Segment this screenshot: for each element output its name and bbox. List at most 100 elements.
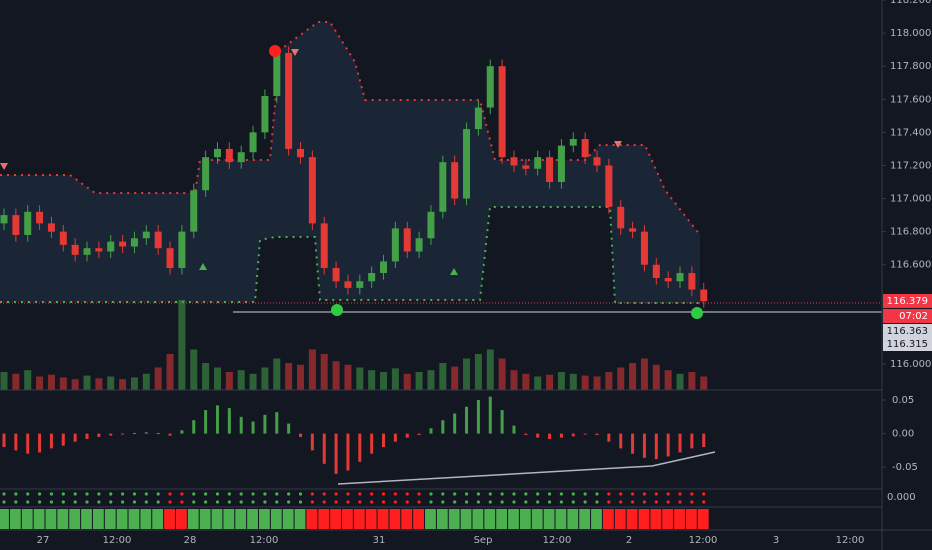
dot [512, 492, 516, 496]
price-label-bg [883, 294, 932, 308]
volume-bar [629, 363, 637, 390]
candle-body [0, 215, 8, 224]
strip-cell [104, 509, 116, 529]
strip-cell [425, 509, 436, 529]
volume-bar [688, 372, 696, 390]
dot [275, 500, 279, 504]
y-tick-label: 117.400 [890, 127, 931, 138]
oscillator-bar [192, 420, 196, 434]
oscillator-bar [405, 433, 409, 438]
dot [275, 492, 279, 496]
volume-bar [368, 370, 376, 390]
oscillator-bar [275, 412, 279, 434]
dot [61, 500, 65, 504]
x-tick-label: 2 [626, 535, 632, 546]
oscillator-bar [2, 433, 6, 448]
dots-axis-label: 0.000 [887, 492, 916, 503]
oscillator-bar [49, 433, 53, 449]
oscillator-bar [429, 428, 433, 434]
candle-body [297, 148, 304, 158]
candle-body [629, 228, 637, 232]
candle-body [593, 157, 601, 166]
dot [49, 500, 54, 504]
volume-bar [320, 354, 328, 390]
oscillator-bar [239, 416, 243, 434]
dot [417, 492, 421, 496]
strip-cell [674, 509, 685, 529]
dot [571, 492, 575, 496]
dot [607, 500, 611, 504]
oscillator-bar [393, 433, 397, 442]
volume-bar [498, 358, 506, 390]
strip-cell [0, 509, 9, 529]
dot [310, 500, 314, 504]
x-tick-label: 27 [37, 535, 50, 546]
dot [500, 500, 504, 504]
dot [417, 500, 421, 504]
oscillator-bar [595, 433, 599, 435]
dot [678, 500, 682, 504]
dot [619, 492, 623, 496]
volume-bar [47, 374, 55, 390]
y-tick-label: -0.05 [892, 462, 918, 473]
y-tick-label: 116.800 [890, 227, 931, 238]
dot [547, 492, 552, 496]
volume-bar [605, 372, 613, 390]
dot [559, 500, 564, 504]
dot [441, 492, 445, 496]
dot [215, 492, 220, 496]
dot [642, 492, 647, 496]
strip-cell [175, 509, 187, 529]
oscillator-bar [559, 433, 563, 438]
dot [49, 492, 54, 496]
oscillator-bar [524, 433, 528, 435]
dot [215, 500, 220, 504]
strip-cell [567, 509, 579, 529]
oscillator-bar [168, 433, 172, 436]
strip-cell [33, 509, 45, 529]
volume-bar [451, 366, 459, 390]
dot [322, 492, 326, 496]
strip-cell [460, 509, 472, 529]
oscillator-bar [97, 433, 101, 437]
y-tick-label: 117.800 [890, 61, 931, 72]
candle-body [427, 211, 435, 239]
strip-cell [81, 509, 92, 529]
oscillator-bar [536, 433, 540, 438]
y-tick-label: 118.000 [890, 28, 931, 39]
x-tick-label: 12:00 [836, 535, 865, 546]
candle-body [154, 231, 162, 249]
oscillator-bar [583, 433, 587, 435]
candle-body [700, 289, 708, 302]
y-tick-label: 116.600 [890, 260, 931, 271]
candle-body [107, 241, 115, 252]
dot [298, 492, 303, 496]
candle-body [285, 52, 293, 149]
x-tick-label: 28 [184, 535, 197, 546]
strip-cell [436, 509, 448, 529]
oscillator-bar [109, 433, 113, 436]
oscillator-bar [631, 433, 635, 454]
oscillator-bar [417, 433, 421, 435]
candle-body [308, 157, 316, 224]
candle-body [380, 261, 388, 274]
oscillator-bar [132, 432, 136, 434]
volume-bar [12, 373, 20, 390]
dot [251, 492, 255, 496]
strip-cell [389, 509, 401, 529]
volume-bar [71, 379, 79, 390]
dot [310, 492, 314, 496]
volume-bar [522, 373, 530, 390]
dot [583, 492, 587, 496]
price-label: 116.363 [887, 326, 928, 337]
oscillator-bar [642, 433, 646, 458]
dot [204, 500, 208, 504]
triangle-down [291, 49, 299, 56]
volume-bar [344, 364, 352, 390]
dot [2, 500, 6, 504]
candle-body [12, 215, 20, 235]
candle-body [676, 273, 684, 282]
oscillator-bar [322, 433, 326, 464]
x-tick-label: 3 [773, 535, 779, 546]
